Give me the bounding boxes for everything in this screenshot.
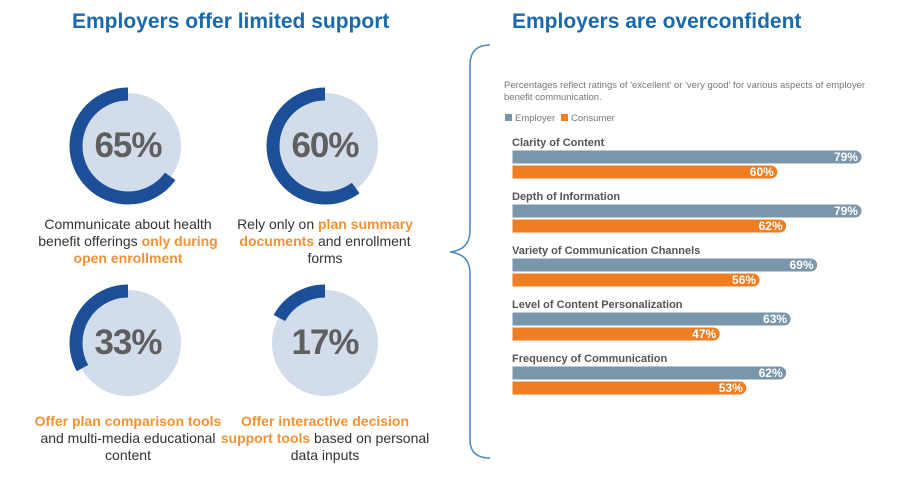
caption-text: Communicate about health benefit offerin… xyxy=(38,216,212,249)
bar-value-label: 47% xyxy=(692,327,716,341)
legend-label: Employer xyxy=(515,113,555,124)
bar-employer xyxy=(511,149,863,165)
bar-employer xyxy=(511,203,863,219)
bar-value-label: 69% xyxy=(790,258,814,272)
bar-value-label: 79% xyxy=(834,150,858,164)
category-label: Depth of Information xyxy=(512,191,620,203)
donut-1: 60% xyxy=(265,86,385,206)
donut-0: 65% xyxy=(68,86,188,206)
donut-bg xyxy=(75,290,181,396)
caption-text: and multi-media educational content xyxy=(40,430,216,463)
donut-bg xyxy=(272,93,378,199)
chart-note: Percentages reflect ratings of 'excellen… xyxy=(504,80,866,103)
bar-consumer xyxy=(511,272,761,288)
caption-text: and enrollment forms xyxy=(307,233,411,266)
left-title: Employers offer limited support xyxy=(72,10,390,33)
donut-bg xyxy=(272,290,378,396)
bar-consumer xyxy=(511,164,779,180)
bar-value-label: 60% xyxy=(750,165,774,179)
legend-swatch-consumer xyxy=(561,114,568,121)
donut-bg xyxy=(75,93,181,199)
caption-text: based on personal data inputs xyxy=(290,430,430,463)
caption-highlight: Offer plan comparison tools xyxy=(34,413,222,429)
category-label: Frequency of Communication xyxy=(512,353,668,365)
bar-value-label: 62% xyxy=(759,219,783,233)
donut-2: 33% xyxy=(68,283,188,403)
bar-consumer xyxy=(511,218,788,234)
category-label: Clarity of Content xyxy=(512,137,605,149)
stat-caption: Rely only on plan summary documents and … xyxy=(220,216,430,267)
donut-value: 33% xyxy=(94,323,162,362)
donut-3: 17% xyxy=(265,283,385,403)
stat-caption: Offer plan comparison tools and multi-me… xyxy=(23,413,233,464)
caption-text: Rely only on xyxy=(237,216,318,232)
caption-highlight: only during open enrollment xyxy=(73,233,218,266)
right-title: Employers are overconfident xyxy=(512,10,802,33)
legend-label: Consumer xyxy=(571,113,615,124)
donut-value: 60% xyxy=(291,126,359,165)
stat-caption: Offer interactive decision support tools… xyxy=(220,413,430,464)
bar-value-label: 62% xyxy=(759,366,783,380)
donut-arc xyxy=(266,87,384,205)
brace xyxy=(449,44,491,459)
caption-highlight: Offer interactive decision support tools xyxy=(220,413,410,446)
category-label: Level of Content Personalization xyxy=(512,299,683,311)
donut-value: 65% xyxy=(94,126,162,165)
bar-employer xyxy=(511,257,819,273)
bar-consumer xyxy=(511,326,721,342)
bar-value-label: 56% xyxy=(732,273,756,287)
bar-value-label: 53% xyxy=(719,381,743,395)
donut-arc xyxy=(69,87,187,205)
bar-employer xyxy=(511,365,788,381)
category-label: Variety of Communication Channels xyxy=(512,245,700,257)
caption-highlight: plan summary documents xyxy=(239,216,413,249)
donut-arc xyxy=(266,284,384,402)
bar-employer xyxy=(511,311,792,327)
bar-consumer xyxy=(511,380,748,396)
bar-chart: Employer Consumer Clarity of Content 79% 60%… xyxy=(505,113,863,396)
donut-value: 17% xyxy=(291,323,359,362)
stat-caption: Communicate about health benefit offerin… xyxy=(23,216,233,267)
bar-value-label: 79% xyxy=(834,204,858,218)
donut-arc xyxy=(69,284,187,402)
bar-value-label: 63% xyxy=(763,312,787,326)
legend-swatch-employer xyxy=(505,114,512,121)
